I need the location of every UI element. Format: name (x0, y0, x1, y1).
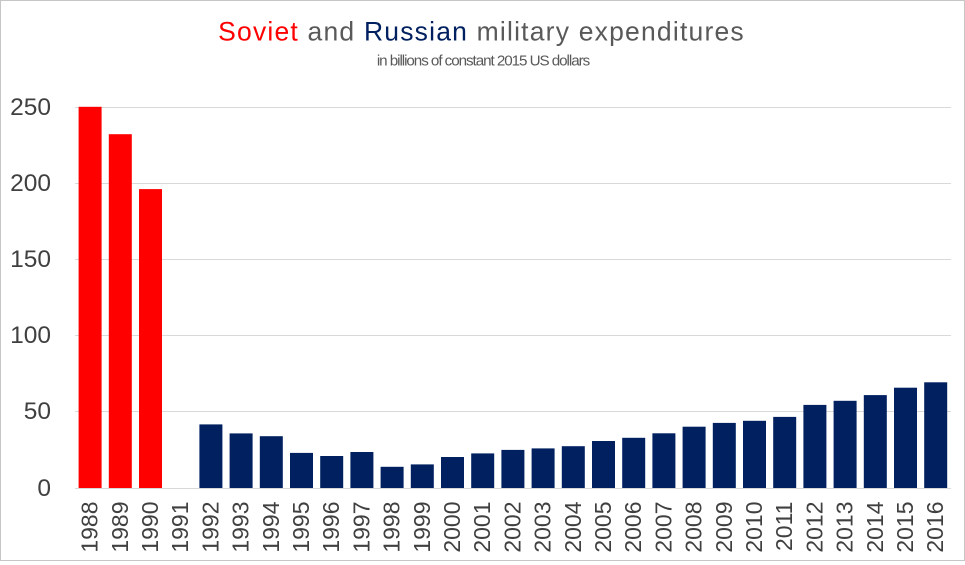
svg-text:2009: 2009 (711, 502, 737, 553)
svg-text:100: 100 (10, 322, 51, 349)
svg-text:0: 0 (37, 475, 51, 502)
svg-text:1988: 1988 (77, 502, 103, 553)
svg-text:50: 50 (24, 398, 51, 425)
svg-text:2010: 2010 (741, 502, 767, 553)
svg-text:150: 150 (10, 246, 51, 273)
svg-text:2011: 2011 (771, 502, 797, 551)
svg-text:2008: 2008 (681, 502, 707, 553)
svg-text:1999: 1999 (409, 502, 435, 553)
svg-text:1990: 1990 (137, 502, 163, 553)
svg-text:1998: 1998 (379, 502, 405, 553)
svg-text:2005: 2005 (590, 502, 616, 553)
svg-text:1989: 1989 (107, 502, 133, 553)
svg-text:1992: 1992 (197, 502, 223, 553)
svg-text:2002: 2002 (499, 502, 525, 553)
svg-text:250: 250 (10, 94, 51, 121)
svg-text:2013: 2013 (832, 502, 858, 553)
svg-text:1993: 1993 (228, 502, 254, 553)
svg-text:2006: 2006 (620, 502, 646, 553)
svg-text:1994: 1994 (258, 501, 284, 552)
svg-text:200: 200 (10, 170, 51, 197)
svg-text:1997: 1997 (348, 502, 374, 553)
svg-text:2003: 2003 (530, 502, 556, 553)
svg-text:2001: 2001 (469, 502, 495, 553)
svg-text:1995: 1995 (288, 502, 314, 553)
svg-text:1996: 1996 (318, 502, 344, 553)
svg-text:Soviet and Russian military ex: Soviet and Russian military expenditures (218, 16, 745, 46)
svg-text:2016: 2016 (922, 502, 948, 553)
svg-text:in billions of constant 2015 U: in billions of constant 2015 US dollars (377, 53, 591, 70)
svg-text:2014: 2014 (862, 501, 888, 552)
svg-text:1991: 1991 (167, 502, 193, 553)
svg-text:2007: 2007 (650, 502, 676, 553)
svg-text:2000: 2000 (439, 502, 465, 553)
svg-text:2012: 2012 (801, 502, 827, 553)
svg-text:2004: 2004 (560, 501, 586, 552)
svg-text:2015: 2015 (892, 502, 918, 553)
